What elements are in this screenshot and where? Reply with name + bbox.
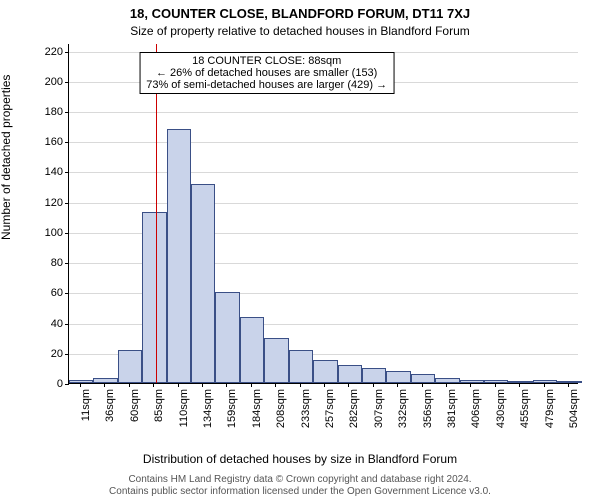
y-tick-label: 40 (51, 318, 69, 330)
x-tick-mark (251, 383, 252, 387)
y-tick-label: 160 (45, 136, 69, 148)
histogram-bar (264, 338, 288, 383)
x-tick-label: 479sqm (544, 389, 556, 428)
histogram-bar (508, 381, 532, 383)
x-tick-mark (80, 383, 81, 387)
x-tick-label: 233sqm (300, 389, 312, 428)
gridline (69, 112, 578, 113)
histogram-bar (460, 380, 484, 383)
x-tick-mark (348, 383, 349, 387)
x-tick-label: 406sqm (470, 389, 482, 428)
x-tick-label: 455sqm (519, 389, 531, 428)
x-tick-label: 356sqm (422, 389, 434, 428)
y-tick-label: 100 (45, 227, 69, 239)
x-axis-label: Distribution of detached houses by size … (0, 452, 600, 466)
x-tick-label: 307sqm (373, 389, 385, 428)
x-tick-label: 36sqm (104, 389, 116, 422)
x-tick-label: 184sqm (251, 389, 263, 428)
footer-line: Contains public sector information licen… (0, 486, 600, 498)
reference-line (156, 44, 157, 383)
histogram-bar (484, 380, 508, 383)
y-tick-label: 140 (45, 166, 69, 178)
histogram-bar (240, 317, 264, 383)
gridline (69, 203, 578, 204)
histogram-bar (338, 365, 362, 383)
x-tick-mark (495, 383, 496, 387)
x-tick-label: 85sqm (153, 389, 165, 422)
x-tick-mark (397, 383, 398, 387)
annotation-line: ← 26% of detached houses are smaller (15… (146, 67, 387, 79)
x-tick-label: 504sqm (568, 389, 580, 428)
x-tick-mark (153, 383, 154, 387)
footer-attribution: Contains HM Land Registry data © Crown c… (0, 474, 600, 498)
histogram-bar (386, 371, 410, 383)
y-tick-label: 120 (45, 197, 69, 209)
histogram-bar (289, 350, 313, 383)
histogram-bar (93, 378, 117, 383)
histogram-bar (118, 350, 142, 383)
plot-area: 02040608010012014016018020022011sqm36sqm… (68, 44, 578, 384)
x-tick-mark (568, 383, 569, 387)
y-tick-label: 200 (45, 76, 69, 88)
chart-subtitle: Size of property relative to detached ho… (0, 24, 600, 38)
x-tick-label: 60sqm (129, 389, 141, 422)
chart-title: 18, COUNTER CLOSE, BLANDFORD FORUM, DT11… (0, 6, 600, 21)
histogram-bar (533, 380, 557, 383)
x-tick-mark (129, 383, 130, 387)
histogram-bar (191, 184, 215, 383)
gridline (69, 142, 578, 143)
x-tick-mark (202, 383, 203, 387)
x-tick-label: 381sqm (446, 389, 458, 428)
x-tick-mark (470, 383, 471, 387)
histogram-bar (69, 380, 93, 383)
y-tick-label: 60 (51, 287, 69, 299)
x-tick-mark (446, 383, 447, 387)
x-tick-label: 332sqm (397, 389, 409, 428)
y-tick-label: 80 (51, 257, 69, 269)
y-tick-label: 20 (51, 348, 69, 360)
y-tick-label: 180 (45, 106, 69, 118)
x-tick-mark (226, 383, 227, 387)
x-tick-label: 257sqm (324, 389, 336, 428)
annotation-box: 18 COUNTER CLOSE: 88sqm← 26% of detached… (139, 52, 394, 94)
histogram-bar (362, 368, 386, 383)
y-tick-label: 220 (45, 46, 69, 58)
x-tick-label: 11sqm (80, 389, 92, 421)
x-tick-label: 430sqm (495, 389, 507, 428)
x-tick-label: 159sqm (226, 389, 238, 428)
annotation-line: 18 COUNTER CLOSE: 88sqm (146, 55, 387, 67)
histogram-bar (557, 381, 581, 383)
x-tick-mark (373, 383, 374, 387)
chart-container: 18, COUNTER CLOSE, BLANDFORD FORUM, DT11… (0, 0, 600, 500)
x-tick-mark (300, 383, 301, 387)
histogram-bar (435, 378, 459, 383)
x-tick-mark (544, 383, 545, 387)
histogram-bar (411, 374, 435, 383)
x-tick-label: 134sqm (202, 389, 214, 428)
x-tick-mark (178, 383, 179, 387)
histogram-bar (215, 292, 239, 383)
annotation-line: 73% of semi-detached houses are larger (… (146, 79, 387, 91)
x-tick-label: 282sqm (348, 389, 360, 428)
x-tick-label: 208sqm (275, 389, 287, 428)
x-tick-mark (422, 383, 423, 387)
histogram-bar (167, 129, 191, 383)
x-tick-mark (275, 383, 276, 387)
x-tick-mark (324, 383, 325, 387)
histogram-bar (142, 212, 166, 383)
x-tick-label: 110sqm (178, 389, 190, 427)
histogram-bar (313, 360, 337, 383)
y-axis-label: Number of detached properties (0, 75, 13, 240)
x-tick-mark (519, 383, 520, 387)
y-tick-label: 0 (57, 378, 69, 390)
footer-line: Contains HM Land Registry data © Crown c… (0, 474, 600, 486)
x-tick-mark (104, 383, 105, 387)
gridline (69, 172, 578, 173)
